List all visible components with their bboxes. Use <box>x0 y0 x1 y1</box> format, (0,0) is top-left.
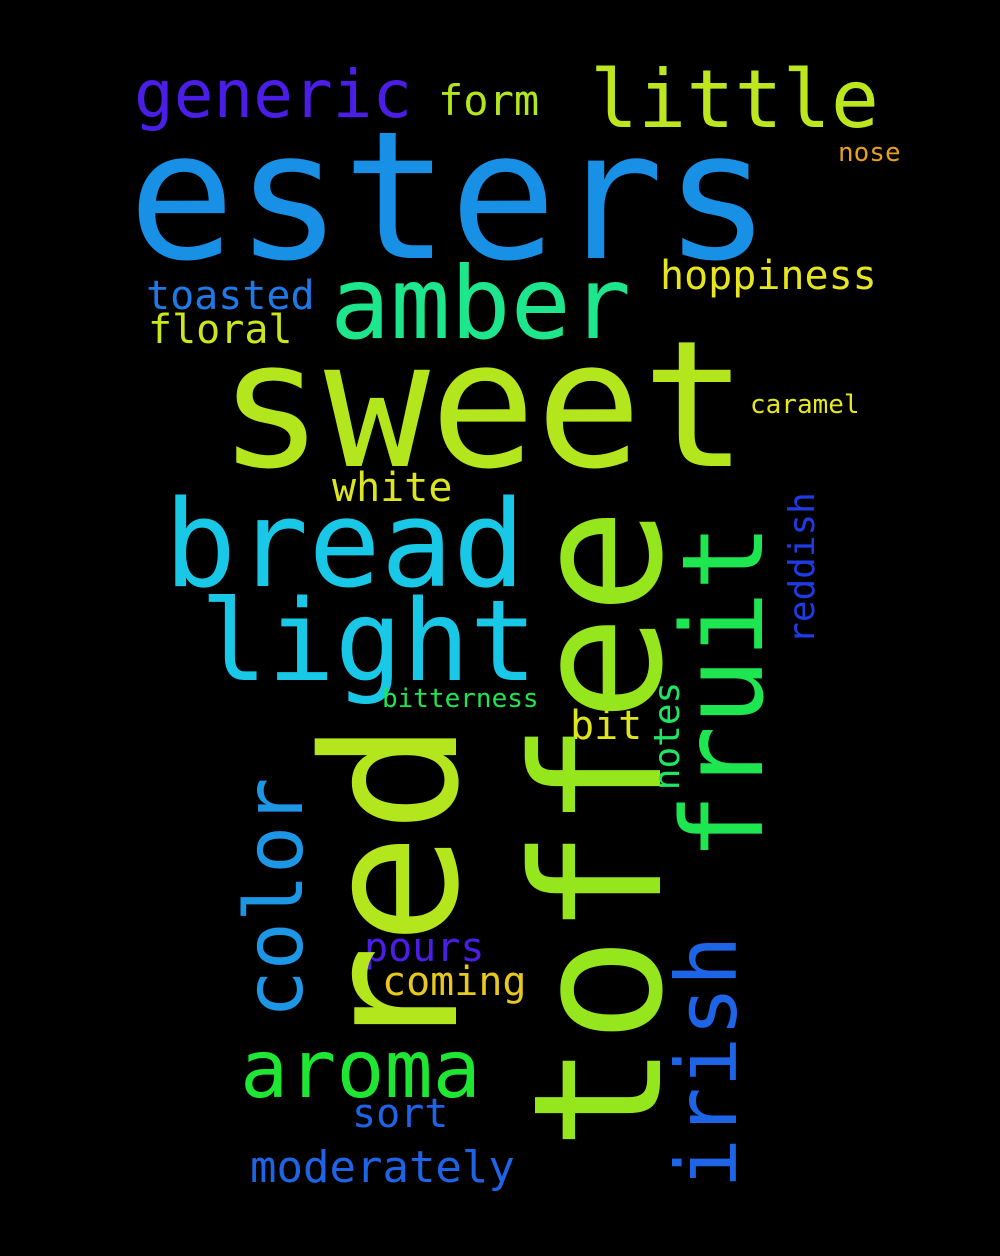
word-form: form <box>438 76 540 125</box>
word-bitterness: bitterness <box>382 684 539 714</box>
word-aroma: aroma <box>240 1023 481 1116</box>
word-hoppiness: hoppiness <box>660 253 877 299</box>
word-notes: notes <box>647 681 688 791</box>
word-moderately: moderately <box>250 1142 515 1193</box>
word-floral: floral <box>148 307 293 353</box>
word-color: color <box>228 777 321 1019</box>
word-toasted: toasted <box>146 273 315 319</box>
word-sweet: sweet <box>218 303 748 508</box>
word-amber: amber <box>330 245 632 362</box>
word-coming: coming <box>382 959 527 1005</box>
word-esters: esters <box>128 93 771 300</box>
word-little: little <box>590 53 879 146</box>
word-sort: sort <box>352 1091 449 1137</box>
word-nose: nose <box>838 138 901 168</box>
word-bit: bit <box>570 703 643 749</box>
word-white: white <box>332 465 453 511</box>
word-reddish: reddish <box>782 492 823 644</box>
word-light: light <box>200 577 538 707</box>
word-generic: generic <box>134 56 413 133</box>
word-red: red <box>283 721 500 1057</box>
word-bread: bread <box>164 476 526 615</box>
word-irish: irish <box>658 935 756 1189</box>
word-pours: pours <box>364 925 485 971</box>
word-caramel: caramel <box>750 390 860 420</box>
